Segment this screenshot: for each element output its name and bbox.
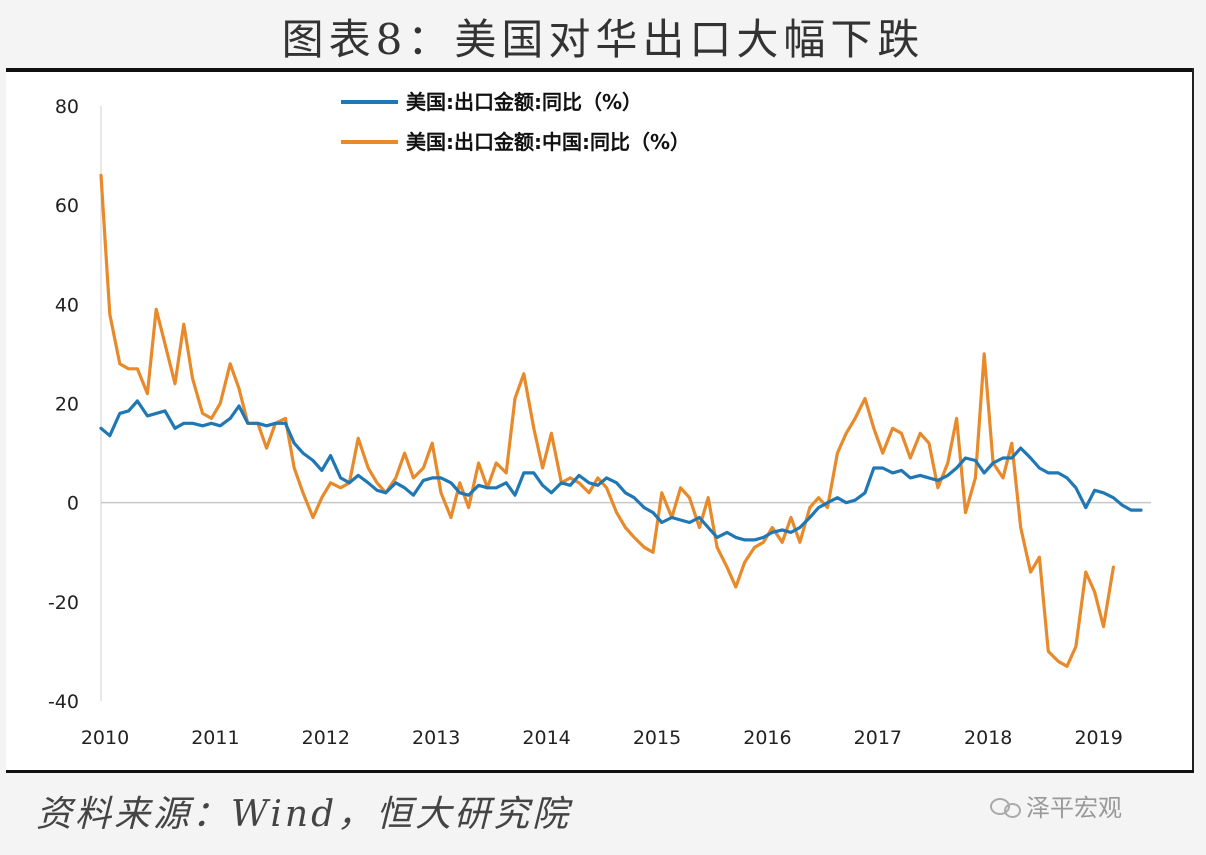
legend-label: 美国:出口金额:同比（%） bbox=[406, 90, 642, 114]
x-axis-ticks: 2010 2011 2012 2013 2014 2015 2016 2017 2018 2019 bbox=[81, 727, 1123, 749]
frame-right-border bbox=[1192, 68, 1194, 773]
y-tick-label: 60 bbox=[55, 195, 79, 217]
x-tick-label: 2010 bbox=[81, 727, 129, 749]
legend: 美国:出口金额:同比（%） 美国:出口金额:中国:同比（%） bbox=[341, 90, 690, 154]
y-tick-label: 20 bbox=[55, 394, 79, 416]
y-tick-label: 0 bbox=[67, 493, 79, 515]
x-tick-label: 2017 bbox=[854, 727, 902, 749]
y-tick-label: 40 bbox=[55, 294, 79, 316]
y-tick-label: 80 bbox=[55, 96, 79, 118]
x-tick-label: 2019 bbox=[1074, 727, 1122, 749]
bottom-rule bbox=[6, 770, 1194, 773]
watermark-text: 泽平宏观 bbox=[1026, 794, 1122, 822]
x-tick-label: 2013 bbox=[412, 727, 460, 749]
line-chart: 80 60 40 20 0 -20 -40 2010 2011 2012 2013 2014 2015… bbox=[48, 90, 1151, 749]
chart-area: 80 60 40 20 0 -20 -40 2010 2011 2012 2013 2014 2015… bbox=[6, 72, 1192, 770]
watermark: 泽平宏观 bbox=[990, 788, 1122, 823]
source-note: 资料来源：Wind，恒大研究院 bbox=[36, 794, 572, 835]
series-layer bbox=[99, 173, 1143, 668]
x-tick-label: 2016 bbox=[743, 727, 791, 749]
x-tick-label: 2012 bbox=[302, 727, 350, 749]
x-tick-label: 2011 bbox=[191, 727, 239, 749]
top-rule bbox=[6, 68, 1194, 72]
series-line-2 bbox=[99, 173, 1115, 668]
x-tick-label: 2014 bbox=[522, 727, 570, 749]
y-tick-label: -20 bbox=[48, 592, 79, 614]
x-tick-label: 2015 bbox=[633, 727, 681, 749]
y-tick-label: -40 bbox=[48, 691, 79, 713]
figure-title: 图表8：美国对华出口大幅下跌 bbox=[281, 15, 925, 64]
x-tick-label: 2018 bbox=[964, 727, 1012, 749]
wechat-icon bbox=[990, 794, 1021, 818]
y-axis-ticks: 80 60 40 20 0 -20 -40 bbox=[48, 96, 79, 713]
series-line-1 bbox=[99, 399, 1143, 542]
legend-label: 美国:出口金额:中国:同比（%） bbox=[406, 130, 690, 154]
